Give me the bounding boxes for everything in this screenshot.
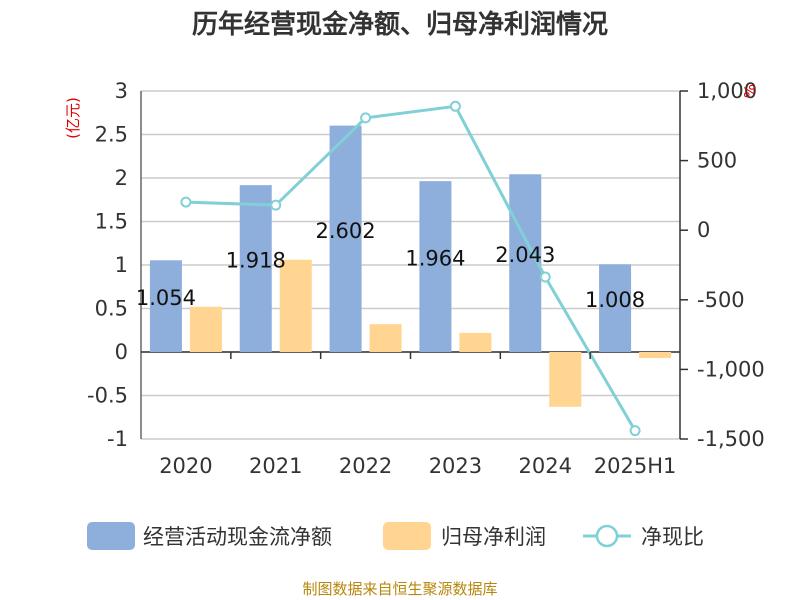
data-label: 1.008 [585,288,645,312]
bar-cashflow [509,174,542,352]
legend-label-cashflow: 经营活动现金流净额 [143,525,332,549]
bars [149,125,672,407]
x-tick-label: 2025H1 [594,454,677,478]
data-label: 2.043 [495,243,555,267]
right-tick-label: 0 [697,218,710,242]
legend: 经营活动现金流净额 归母净利润 净现比 [87,522,704,550]
bar-cashflow [329,125,362,352]
right-tick-label: -1,000 [697,357,765,381]
x-tick-label: 2020 [159,454,212,478]
legend-label-netprofit: 归母净利润 [441,525,546,549]
data-label: 2.602 [316,219,376,243]
right-tick-label: 500 [697,149,737,173]
ratio-point [629,425,641,437]
data-label: 1.964 [405,247,465,271]
ratio-point [270,199,282,211]
source-note: 制图数据来自恒生聚源数据库 [302,580,497,598]
left-tick-label: -0.5 [87,384,128,408]
bar-netprofit [279,259,312,352]
x-tick-label: 2023 [429,454,482,478]
data-label: 1.054 [136,286,196,310]
bar-cashflow [149,260,182,352]
ratio-polyline [185,104,637,432]
legend-swatch-cashflow [87,522,135,550]
left-tick-label: 0.5 [95,297,128,321]
left-tick-label: 0 [115,340,128,364]
left-tick-label: -1 [107,427,128,451]
left-axis-ticks: 3 2.5 2 1.5 1 0.5 0 -0.5 -1 [87,79,128,451]
legend-label-ratio: 净现比 [641,525,704,549]
bar-cashflow [419,181,452,352]
bar-cashflow [239,185,272,352]
left-axis-unit: (亿元) [64,97,82,139]
left-tick-label: 2.5 [95,123,128,147]
ratio-point [360,112,372,124]
bar-netprofit [459,332,492,352]
bar-netprofit [639,352,672,359]
bar-netprofit [189,306,222,352]
legend-marker-ratio [595,524,619,548]
x-tick-label: 2022 [339,454,392,478]
left-tick-label: 1.5 [95,210,128,234]
right-axis-unit: % [741,84,759,98]
bar-netprofit [549,352,582,407]
x-axis-ticks: 2020 2021 2022 2023 2024 2025H1 [159,352,676,478]
ratio-line [180,100,641,437]
x-tick-label: 2024 [519,454,572,478]
right-tick-label: -500 [697,288,745,312]
left-tick-label: 2 [115,166,128,190]
left-tick-label: 1 [115,253,128,277]
ratio-point [539,271,551,283]
bar-cashflow [599,264,632,352]
bar-netprofit [369,324,402,352]
chart-title: 历年经营现金净额、归母净利润情况 [192,9,608,40]
ratio-point [449,100,461,112]
left-tick-label: 3 [115,79,128,103]
right-tick-label: 1,000 [697,79,757,103]
right-tick-label: -1,500 [697,427,765,451]
x-tick-label: 2021 [249,454,302,478]
right-axis-ticks: 1,000 500 0 -500 -1,000 -1,500 [680,79,765,451]
ratio-point [180,196,192,208]
legend-swatch-netprofit [383,522,431,550]
data-label: 1.918 [226,249,286,273]
data-labels: 1.054 1.918 2.602 1.964 2.043 1.008 [136,219,645,312]
